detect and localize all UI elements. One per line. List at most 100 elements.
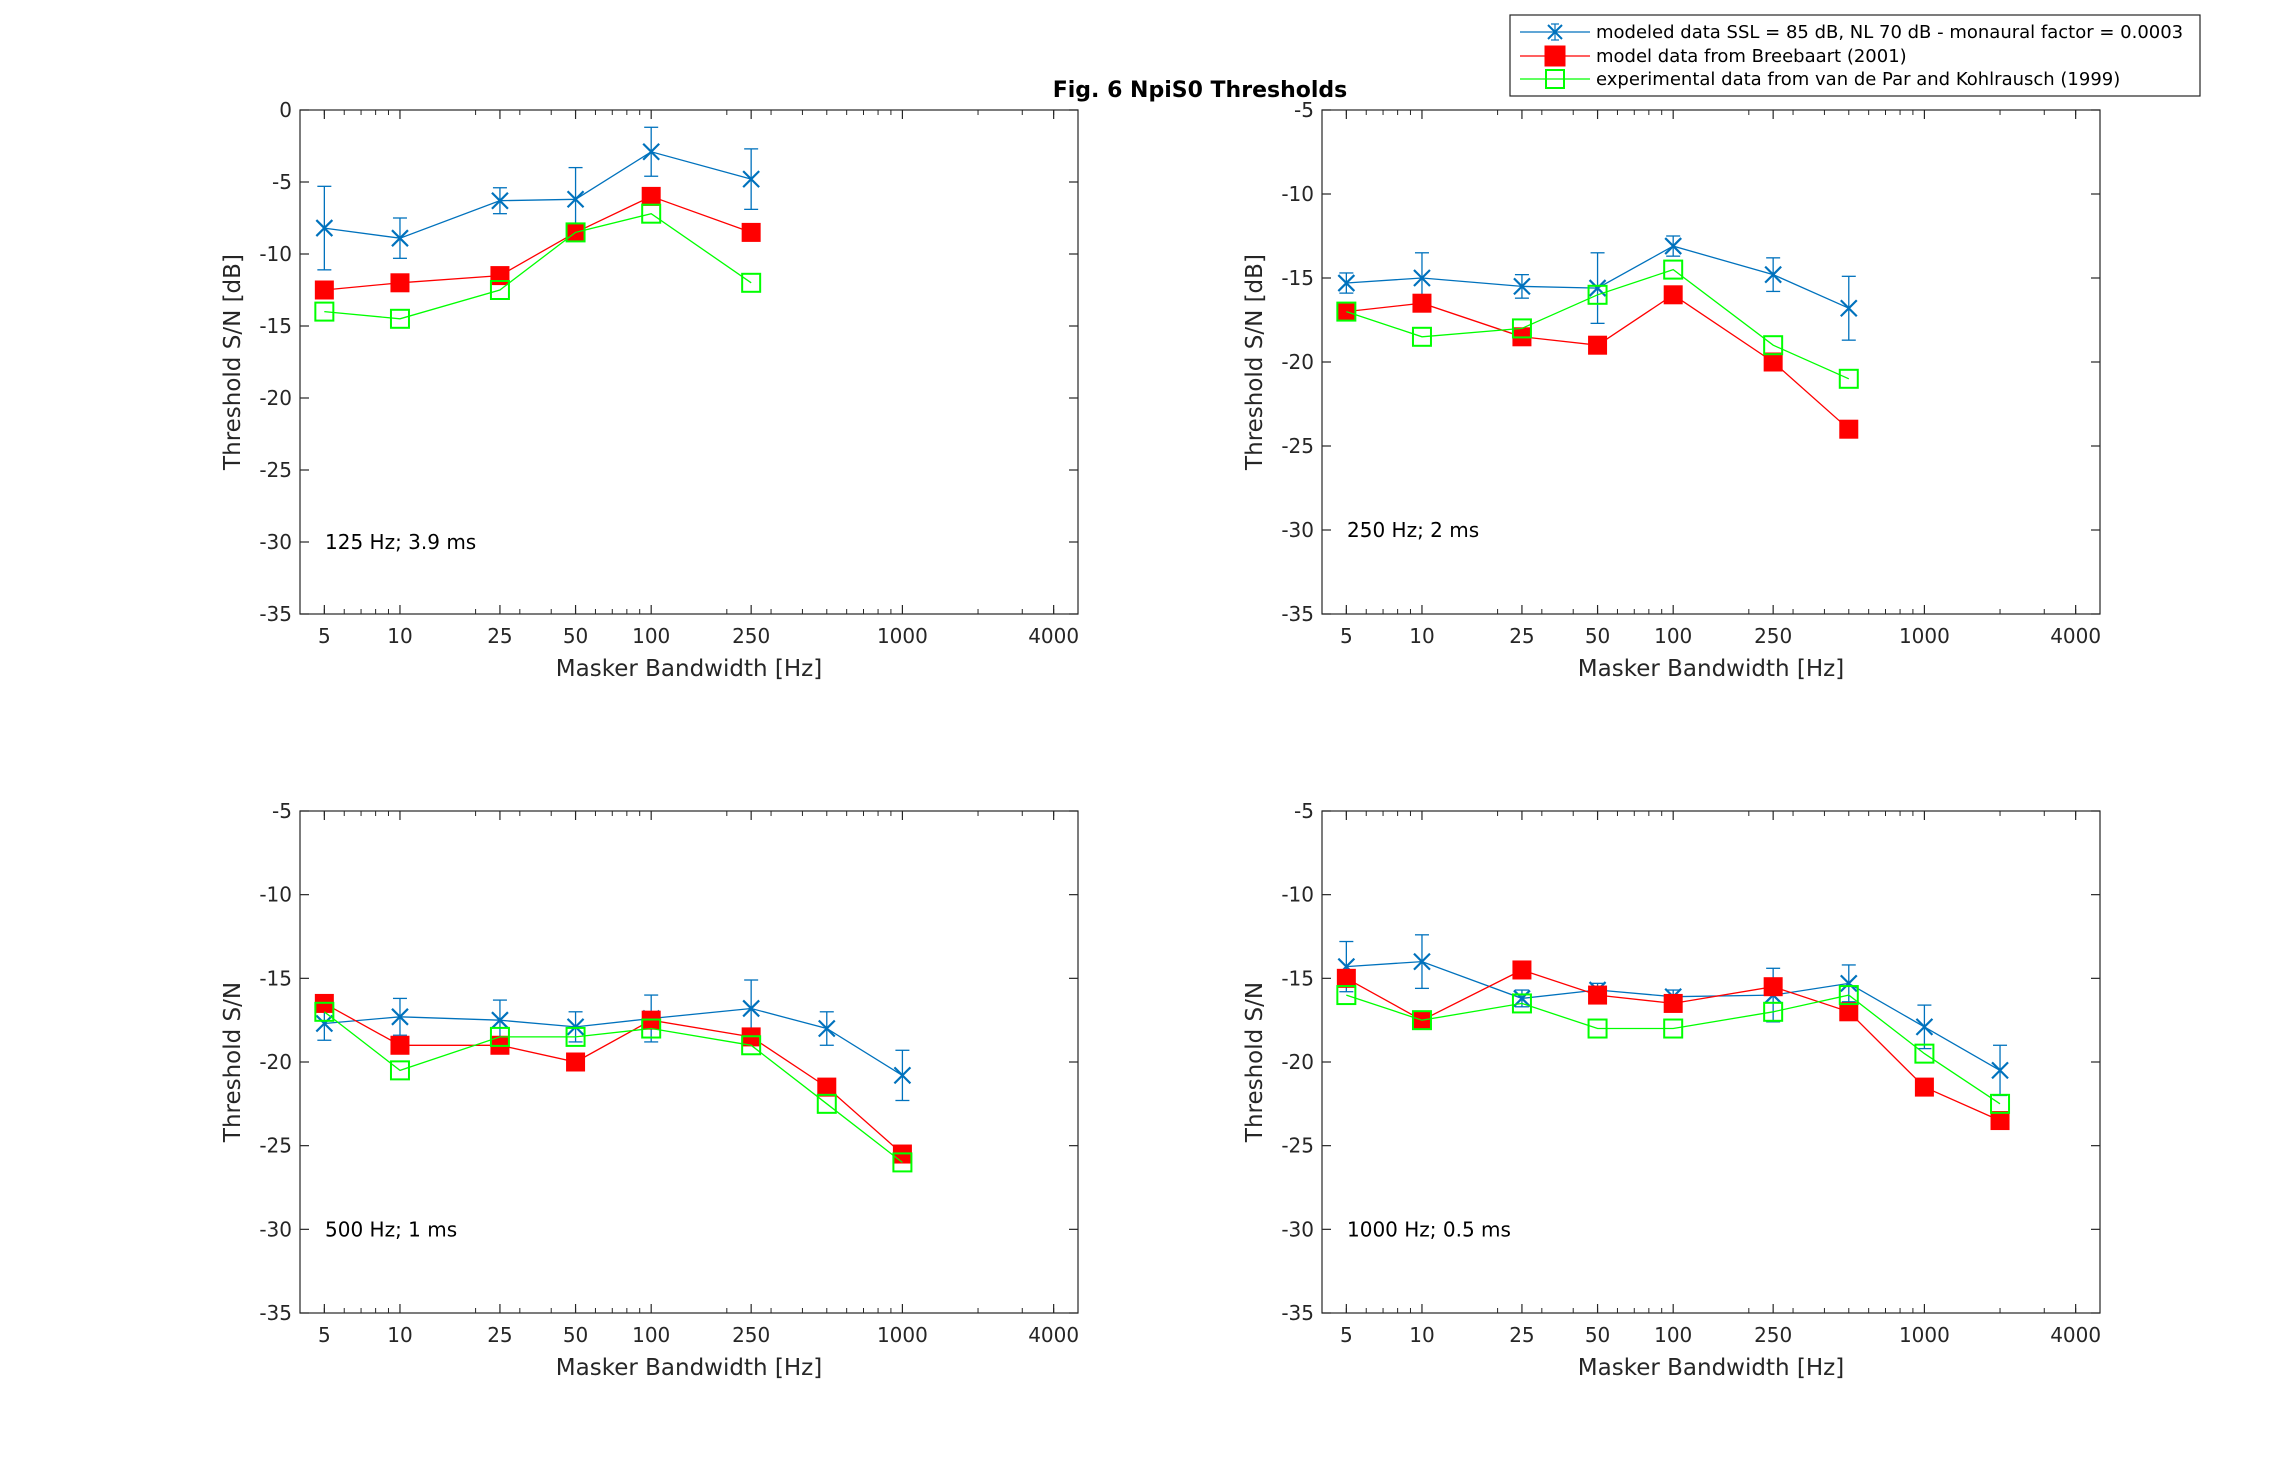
data-point-open-square — [741, 272, 762, 293]
data-point-open-square — [389, 308, 410, 329]
series-line-modeled — [324, 1007, 903, 1076]
y-tick-label: -10 — [259, 883, 292, 907]
y-tick-label: -35 — [259, 1301, 292, 1325]
data-point-x-marker — [1413, 269, 1431, 287]
data-point-open-square — [641, 203, 662, 224]
data-point-open-square — [1411, 1010, 1432, 1031]
data-point-filled-square — [641, 186, 661, 206]
data-point-x-marker — [391, 1008, 409, 1026]
data-point-open-square — [1336, 301, 1357, 322]
y-tick-label: -20 — [259, 1050, 292, 1074]
y-tick-label: -25 — [259, 1134, 292, 1158]
legend-entry-experimental: experimental data from van de Par and Ko… — [1520, 69, 2120, 90]
x-tick-label: 100 — [632, 624, 670, 648]
data-point-open-square — [1587, 1018, 1608, 1039]
legend-label-breebaart: model data from Breebaart (2001) — [1596, 46, 1907, 67]
data-point-x-marker — [1991, 1061, 2009, 1080]
x-tick-label: 25 — [1509, 1323, 1534, 1347]
data-point-open-square — [641, 1018, 662, 1039]
y-axis-label: Threshold S/N [dB] — [220, 254, 246, 471]
y-tick-label: -35 — [259, 602, 292, 626]
series-line-modeled — [324, 151, 752, 239]
x-tick-label: 1000 — [1899, 1323, 1950, 1347]
plot-area — [1321, 109, 2101, 615]
legend-marker-x — [1547, 24, 1563, 40]
data-point-x-marker — [1513, 277, 1531, 296]
y-tick-label: -30 — [259, 1217, 292, 1241]
x-tick-label: 10 — [1409, 1323, 1434, 1347]
data-point-filled-square — [1336, 968, 1356, 988]
plot-area — [299, 109, 1079, 615]
series-line-experimental — [1346, 268, 1850, 380]
y-tick-label: -30 — [1281, 518, 1314, 542]
data-point-x-marker — [566, 1018, 585, 1036]
series-experimental — [1336, 985, 2011, 1114]
x-tick-label: 100 — [1654, 1323, 1692, 1347]
series-line-experimental — [324, 212, 752, 320]
x-tick-label: 100 — [632, 1323, 670, 1347]
y-axis-label: Threshold S/N [dB] — [1242, 254, 1268, 471]
legend-box — [1509, 14, 2201, 97]
subplot-2: 5 10 25 50 100 250 1000 4000 -5 -10 -15 -20 -25 -30 -3… — [1242, 98, 2101, 682]
data-point-open-square — [565, 222, 586, 243]
subplots: 5 10 25 50 100 250 1000 4000 0 -5 -10 -15 -20 -25 -30 -… — [220, 98, 2101, 1381]
y-tick-label: 0 — [279, 98, 292, 122]
data-point-filled-square — [1763, 977, 1783, 997]
data-point-x-marker — [1840, 974, 1858, 993]
series-modeled — [315, 126, 760, 271]
y-tick-label: -25 — [1281, 434, 1314, 458]
legend-entry-breebaart: model data from Breebaart (2001) — [1520, 45, 1907, 67]
data-point-open-square — [314, 1001, 335, 1022]
data-point-open-square — [1914, 1043, 1935, 1064]
data-point-x-marker — [566, 190, 585, 209]
data-point-filled-square — [1763, 352, 1783, 372]
y-tick-label: -15 — [1281, 966, 1314, 990]
series-experimental — [1336, 259, 1859, 389]
data-point-x-marker — [1337, 274, 1356, 292]
series-experimental — [314, 203, 762, 329]
data-point-open-square — [741, 1035, 762, 1056]
data-point-filled-square — [1663, 285, 1683, 305]
data-point-open-square — [816, 1093, 837, 1114]
y-tick-label: -15 — [259, 966, 292, 990]
data-point-x-marker — [315, 1014, 334, 1033]
data-point-filled-square — [1839, 419, 1859, 439]
data-point-filled-square — [1412, 293, 1432, 313]
x-tick-label: 10 — [387, 1323, 412, 1347]
data-point-x-marker — [491, 1011, 509, 1029]
x-axis-label: Masker Bandwidth [Hz] — [556, 1355, 822, 1381]
data-point-open-square — [489, 1026, 510, 1047]
data-point-open-square — [1838, 368, 1859, 389]
legend-marker-filled-square — [1544, 45, 1566, 67]
data-point-x-marker — [1664, 237, 1682, 255]
series-line-breebaart — [324, 195, 752, 291]
figure-title: Fig. 6 NpiS0 Thresholds — [1053, 78, 1348, 103]
legend: modeled data SSL = 85 dB, NL 70 dB - mon… — [1509, 14, 2201, 97]
series-line-experimental — [323, 1011, 903, 1163]
subplot-1: 5 10 25 50 100 250 1000 4000 0 -5 -10 -15 -20 -25 -30 -… — [220, 98, 1079, 682]
subplot-annotation: 250 Hz; 2 ms — [1347, 518, 1479, 542]
data-point-x-marker — [742, 170, 760, 188]
x-tick-label: 250 — [1754, 1323, 1792, 1347]
data-point-filled-square — [566, 1052, 586, 1072]
legend-entry-modeled: modeled data SSL = 85 dB, NL 70 dB - mon… — [1520, 22, 2183, 43]
x-axis-label: Masker Bandwidth [Hz] — [1578, 656, 1844, 682]
y-tick-label: -35 — [1281, 1301, 1314, 1325]
data-point-filled-square — [1839, 1002, 1859, 1022]
y-tick-label: -20 — [259, 386, 292, 410]
subplot-annotation: 500 Hz; 1 ms — [325, 1217, 457, 1241]
data-point-x-marker — [1915, 1018, 1934, 1036]
data-point-open-square — [565, 1026, 586, 1047]
data-point-open-square — [1838, 985, 1859, 1006]
x-tick-label: 4000 — [2050, 1323, 2101, 1347]
x-tick-label: 5 — [318, 1323, 331, 1347]
data-point-x-marker — [742, 999, 760, 1018]
data-point-open-square — [892, 1152, 913, 1173]
x-tick-label: 5 — [1340, 1323, 1353, 1347]
data-point-filled-square — [1588, 985, 1608, 1005]
x-tick-label: 10 — [1409, 624, 1434, 648]
data-point-x-marker — [315, 219, 334, 237]
x-tick-label: 25 — [1509, 624, 1534, 648]
x-tick-label: 250 — [732, 1323, 770, 1347]
data-point-filled-square — [817, 1077, 837, 1097]
